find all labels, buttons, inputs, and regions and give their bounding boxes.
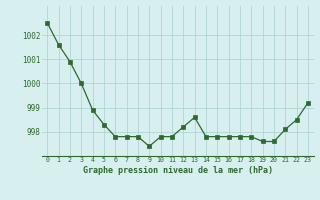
X-axis label: Graphe pression niveau de la mer (hPa): Graphe pression niveau de la mer (hPa) [83,166,273,175]
